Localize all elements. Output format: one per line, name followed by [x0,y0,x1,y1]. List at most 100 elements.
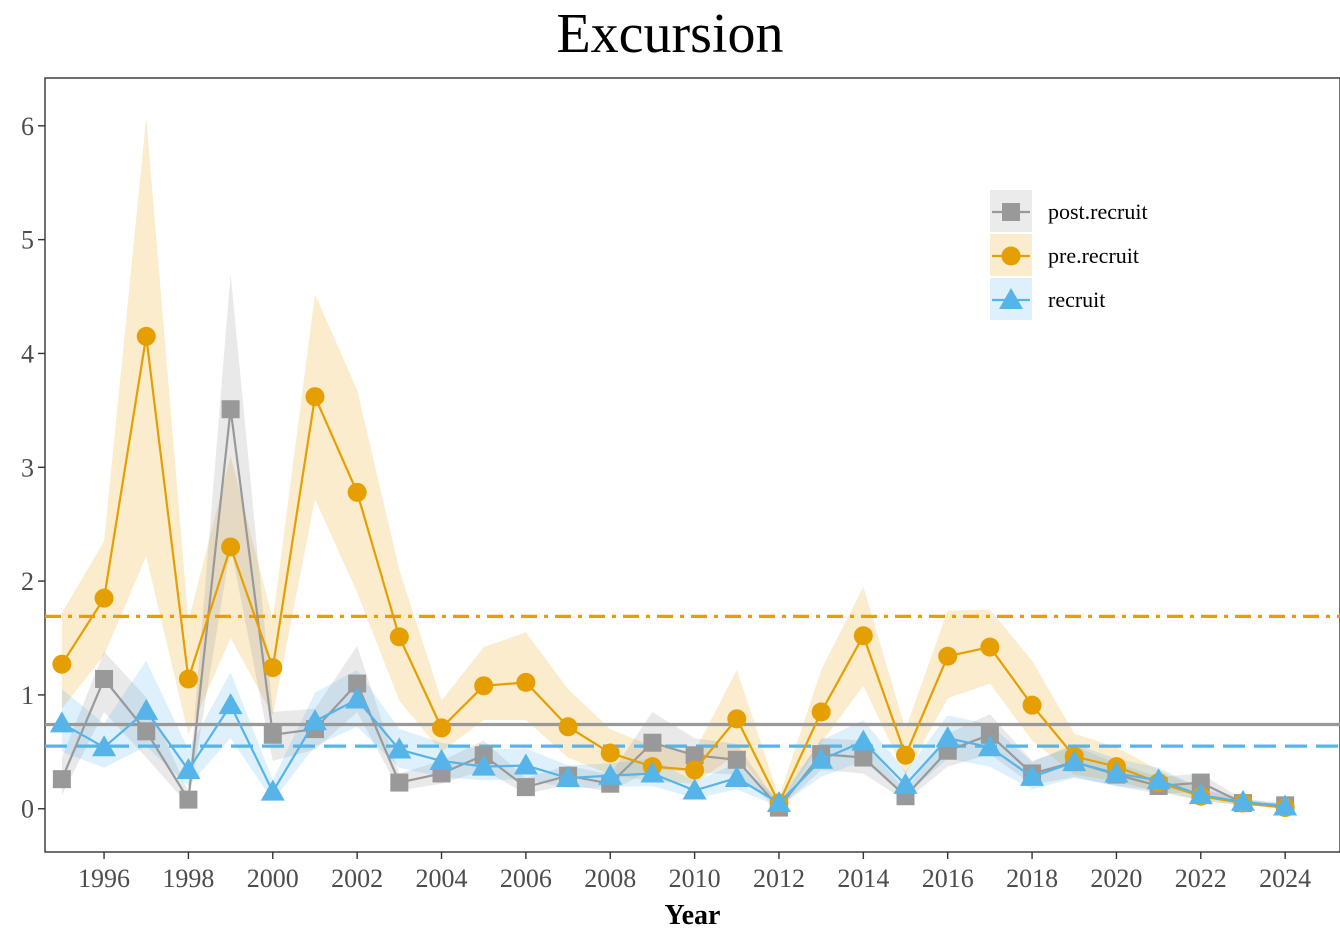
data-point-recruit [682,778,707,800]
legend-label: pre.recruit [1048,243,1139,268]
data-point-post-recruit [980,725,999,744]
data-point-recruit [977,735,1002,757]
data-point-pre-recruit [516,672,536,692]
y-tick-label: 3 [21,453,34,482]
data-point-recruit [176,758,201,780]
data-point-recruit [1020,764,1045,786]
data-point-pre-recruit [727,709,747,729]
data-point-post-recruit [854,748,873,767]
data-point-post-recruit [137,722,156,741]
y-tick-label: 6 [21,112,34,141]
data-point-pre-recruit [305,387,325,407]
data-point-pre-recruit [1022,695,1042,715]
data-point-pre-recruit [600,743,620,763]
data-point-recruit [92,735,117,757]
data-point-recruit [302,709,327,731]
plot-area [45,117,1340,818]
y-tick-label: 2 [21,567,34,596]
data-point-recruit [1146,768,1171,790]
data-point-pre-recruit [52,654,72,674]
data-point-recruit [556,766,581,788]
data-point-pre-recruit [558,717,578,737]
data-point-recruit [429,748,454,770]
data-point-recruit [640,761,665,783]
data-point-recruit [851,729,876,751]
data-point-pre-recruit [178,669,198,689]
x-tick-label: 2022 [1175,864,1227,893]
x-tick-label: 2006 [500,864,552,893]
data-point-post-recruit [643,733,662,752]
x-tick-label: 2024 [1259,864,1311,893]
x-tick-label: 2020 [1090,864,1142,893]
data-point-pre-recruit [980,637,1000,657]
y-tick-label: 5 [21,226,34,255]
legend-label: recruit [1048,287,1105,312]
plot-panel [44,77,1340,853]
x-tick-label: 2010 [669,864,721,893]
data-point-post-recruit [516,778,535,797]
data-point-recruit [134,698,159,720]
x-axis-title: Year [665,900,721,929]
data-point-recruit [1230,789,1255,811]
data-point-recruit [893,772,918,794]
legend: post.recruit pre.recruit recruit [990,190,1148,320]
x-tick-label: 2008 [584,864,636,893]
data-point-recruit [724,766,749,788]
data-point-recruit [766,791,791,813]
data-point-pre-recruit [811,702,831,722]
data-point-pre-recruit [938,646,958,666]
legend-key-marker [1001,246,1021,266]
data-point-recruit [1104,761,1129,783]
data-point-recruit [809,747,834,769]
data-point-pre-recruit [263,658,283,678]
data-point-recruit [471,754,496,776]
data-point-post-recruit [727,750,746,769]
data-point-recruit [387,737,412,759]
data-point-pre-recruit [347,482,367,502]
data-point-post-recruit [348,674,367,693]
data-point-recruit [1062,750,1087,772]
data-point-recruit [49,711,74,733]
data-point-recruit [1273,794,1298,816]
data-point-post-recruit [390,773,409,792]
chart-title: Excursion [556,3,784,65]
data-point-recruit [598,763,623,785]
y-tick-label: 1 [21,681,34,710]
data-point-pre-recruit [221,537,241,557]
data-point-recruit [218,693,243,715]
data-point-recruit [1188,783,1213,805]
data-point-recruit [345,687,370,709]
x-tick-label: 1996 [78,864,130,893]
legend-key-marker [1002,203,1020,221]
data-point-post-recruit [1191,773,1210,792]
data-point-post-recruit [263,725,282,744]
x-tick-label: 2002 [331,864,383,893]
data-point-post-recruit [95,669,114,688]
legend-key-marker [999,288,1023,309]
data-point-pre-recruit [432,718,452,738]
data-point-pre-recruit [474,676,494,696]
x-tick-label: 2004 [416,864,468,893]
x-tick-label: 2016 [922,864,974,893]
ribbon-recruit [61,660,1286,808]
y-tick-label: 0 [21,795,34,824]
data-point-pre-recruit [389,627,409,647]
ribbon-pre-recruit [61,117,1286,809]
data-point-post-recruit [221,400,240,419]
x-tick-label: 2000 [247,864,299,893]
legend-label: post.recruit [1048,199,1148,224]
x-tick-label: 2018 [1006,864,1058,893]
data-point-pre-recruit [853,626,873,646]
x-tick-label: 1998 [162,864,214,893]
x-tick-label: 2012 [753,864,805,893]
data-point-pre-recruit [896,745,916,765]
x-tick-label: 2014 [837,864,889,893]
data-point-pre-recruit [685,760,705,780]
data-point-recruit [260,779,285,801]
data-point-post-recruit [179,790,198,809]
data-point-recruit [513,753,538,775]
data-point-pre-recruit [94,588,114,608]
data-point-post-recruit [52,770,71,789]
y-tick-label: 4 [21,339,34,368]
